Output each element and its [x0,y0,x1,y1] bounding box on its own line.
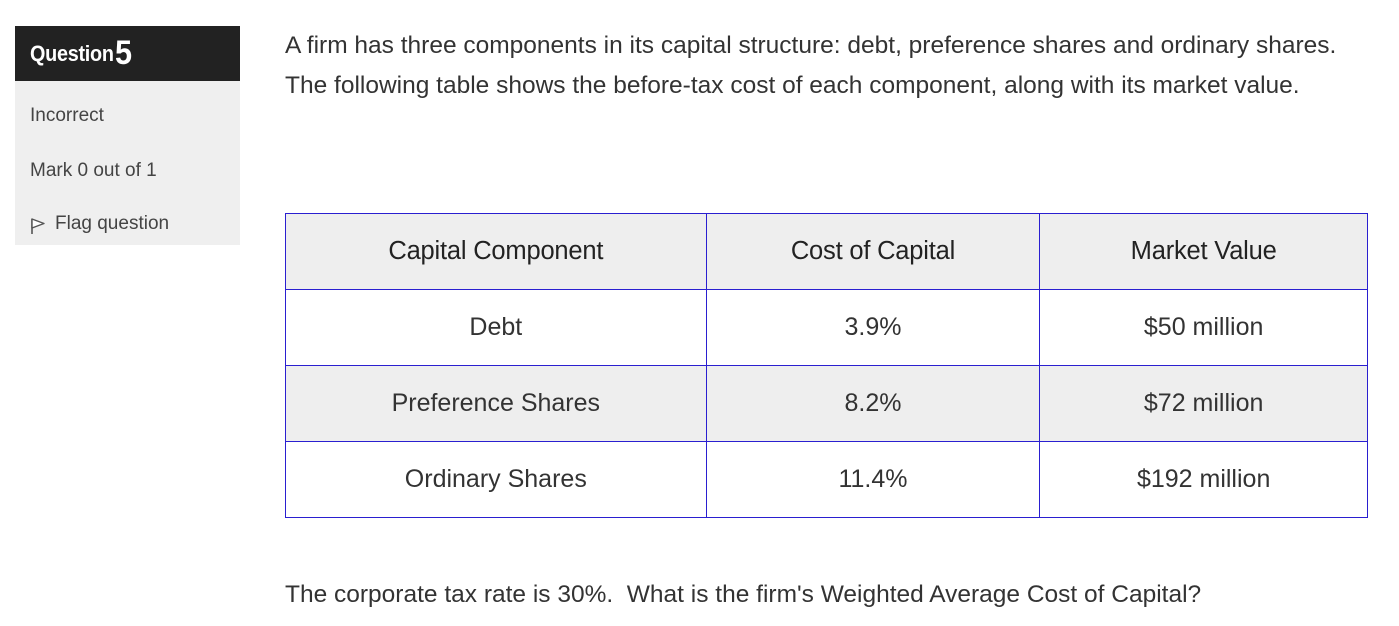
table-cell: Ordinary Shares [285,441,707,518]
table-row: Preference Shares 8.2% $72 million [285,365,1368,442]
table-row: Ordinary Shares 11.4% $192 million [285,441,1368,518]
table-cell: 11.4% [705,441,1041,518]
table-cell: Debt [285,289,707,366]
table-cell: $50 million [1039,289,1368,366]
question-label: Question [30,40,114,66]
flag-question-label: Flag question [55,213,170,234]
header-capital-component: Capital Component [285,213,707,290]
capital-structure-table: Capital Component Cost of Capital Market… [285,213,1368,518]
question-intro: A firm has three components in its capit… [285,32,1337,99]
table-cell: Preference Shares [285,365,707,442]
table-cell: $72 million [1039,365,1368,442]
question-state: Incorrect [30,105,104,126]
question-prompt: The corporate tax rate is 30%. What is t… [285,581,1202,608]
header-market-value: Market Value [1039,213,1368,290]
table-cell: 3.9% [705,289,1041,366]
question-mark: Mark 0 out of 1 [30,160,157,181]
table-cell: $192 million [1039,441,1368,518]
flag-icon [31,218,45,234]
table-header-row: Capital Component Cost of Capital Market… [285,213,1368,290]
flag-question-button[interactable]: Flag question [30,213,169,235]
table-row: Debt 3.9% $50 million [285,289,1368,366]
question-number: 5 [114,34,132,72]
question-info-panel: Question 5 Incorrect Mark 0 out of 1 Fla… [15,26,240,245]
header-cost-of-capital: Cost of Capital [705,213,1041,290]
question-header: Question 5 [15,26,240,81]
table-cell: 8.2% [705,365,1041,442]
